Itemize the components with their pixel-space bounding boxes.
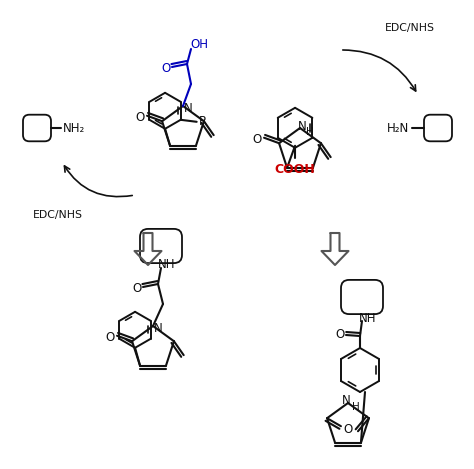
Text: H: H [306,127,314,137]
Text: OH: OH [190,38,208,51]
Text: O: O [132,281,142,295]
FancyBboxPatch shape [424,115,452,141]
Text: NH₂: NH₂ [63,121,85,135]
FancyArrowPatch shape [64,166,132,197]
Text: N: N [154,322,163,334]
FancyBboxPatch shape [341,280,383,314]
Text: N: N [298,120,306,133]
Text: R: R [199,115,207,129]
Text: O: O [136,111,145,124]
Text: O: O [336,327,345,340]
Text: COOH: COOH [275,163,315,176]
Text: NH: NH [359,311,377,325]
FancyArrowPatch shape [343,50,416,91]
FancyBboxPatch shape [140,229,182,263]
Text: O: O [253,133,262,146]
Text: O: O [343,423,353,436]
Text: O: O [161,61,171,75]
Text: H: H [352,402,360,412]
Text: NH: NH [158,258,176,272]
Text: O: O [105,331,115,344]
Text: H₂N: H₂N [387,121,409,135]
Text: EDC/NHS: EDC/NHS [385,23,435,33]
Text: EDC/NHS: EDC/NHS [33,210,83,220]
Text: N: N [342,394,350,408]
Text: N: N [183,101,192,114]
FancyBboxPatch shape [23,115,51,141]
